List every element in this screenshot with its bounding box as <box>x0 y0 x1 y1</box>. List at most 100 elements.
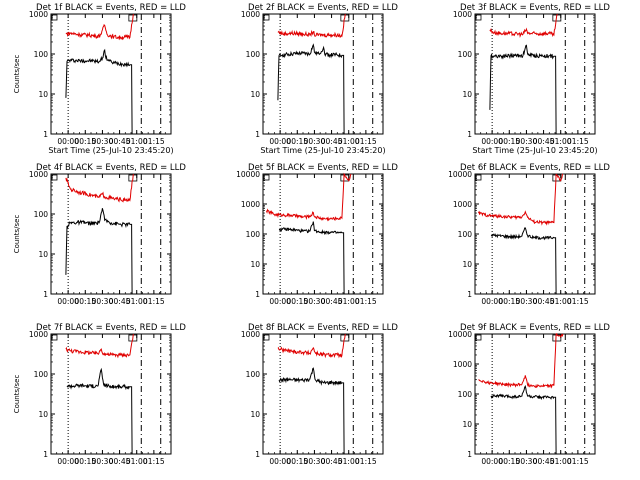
x-tick-label: 00:45 <box>109 297 131 306</box>
y-tick-label: 10 <box>38 250 48 259</box>
x-tick-label: 01:15 <box>567 457 589 466</box>
x-tick-label: 00:45 <box>533 137 555 146</box>
y-tick-label: 1 <box>255 130 260 139</box>
x-tick-label: 00:00 <box>57 137 79 146</box>
plot-panel-1: Det 1f BLACK = Events, RED = LLD 1 10 100 10… <box>13 3 186 155</box>
y-tick-label: 10 <box>250 410 260 419</box>
y-tick-label: 1 <box>43 450 48 459</box>
series-events-line <box>65 48 133 135</box>
corner-marker <box>475 14 482 21</box>
corner-marker <box>475 174 482 181</box>
series-lld-line <box>65 333 134 359</box>
plot-panel-2: Det 2f BLACK = Events, RED = LLD 1 10 100 10… <box>241 3 399 155</box>
y-tick-label: 1000 <box>29 170 48 179</box>
y-tick-label: 1000 <box>241 10 260 19</box>
x-tick-label: 00:15 <box>498 297 520 306</box>
plot-title: Det 8f BLACK = Events, RED = LLD <box>248 323 398 333</box>
x-tick-label: 01:15 <box>143 457 165 466</box>
x-tick-label: 00:15 <box>74 297 96 306</box>
corner-marker <box>263 174 270 181</box>
plot-title: Det 6f BLACK = Events, RED = LLD <box>460 163 610 173</box>
plot-panel-4: Det 4f BLACK = Events, RED = LLD 1 10 100 10… <box>13 163 186 306</box>
x-tick-label: 00:00 <box>269 457 291 466</box>
series-lld-line <box>478 333 564 389</box>
y-tick-label: 10000 <box>448 330 472 339</box>
x-tick-label: 01:00 <box>338 137 360 146</box>
y-tick-label: 100 <box>458 230 473 239</box>
corner-marker <box>263 14 270 21</box>
x-axis-label: Start Time (25-Jul-10 23:45:20) <box>48 146 173 155</box>
x-tick-label: 00:15 <box>286 137 308 146</box>
y-tick-label: 10 <box>462 260 472 269</box>
x-tick-label: 00:15 <box>286 297 308 306</box>
y-tick-label: 1 <box>255 290 260 299</box>
y-tick-label: 100 <box>246 50 261 59</box>
corner-marker <box>263 334 270 341</box>
x-tick-label: 00:00 <box>57 297 79 306</box>
y-tick-label: 100 <box>458 50 473 59</box>
x-tick-label: 01:00 <box>338 297 360 306</box>
y-tick-label: 100 <box>34 50 49 59</box>
y-tick-label: 1000 <box>241 330 260 339</box>
x-tick-label: 01:15 <box>355 457 377 466</box>
series-events-line <box>278 367 345 455</box>
y-tick-label: 10000 <box>448 170 472 179</box>
x-tick-label: 00:15 <box>498 137 520 146</box>
x-tick-label: 00:45 <box>533 457 555 466</box>
y-tick-label: 1000 <box>29 10 48 19</box>
series-lld-line <box>65 173 134 203</box>
plot-frame <box>50 173 172 295</box>
plot-frame <box>50 13 172 135</box>
x-tick-label: 01:00 <box>550 457 572 466</box>
y-axis-label: Counts/sec <box>13 55 21 94</box>
plot-frame <box>474 333 596 455</box>
y-tick-label: 1 <box>255 450 260 459</box>
plot-panel-7: Det 7f BLACK = Events, RED = LLD 1 10 100 10… <box>13 323 186 466</box>
y-tick-label: 10 <box>250 90 260 99</box>
series-events-line <box>490 385 557 455</box>
series-lld-line <box>277 333 346 359</box>
plot-title: Det 7f BLACK = Events, RED = LLD <box>36 323 186 333</box>
series-lld-line <box>489 13 558 39</box>
plot-frame <box>262 13 384 135</box>
x-tick-label: 00:15 <box>74 457 96 466</box>
plot-panel-3: Det 3f BLACK = Events, RED = LLD 1 10 100 10… <box>453 3 611 155</box>
y-axis-label: Counts/sec <box>13 375 21 414</box>
x-tick-label: 00:30 <box>92 457 114 466</box>
y-tick-label: 1 <box>467 290 472 299</box>
x-tick-label: 00:30 <box>516 457 538 466</box>
y-tick-label: 100 <box>246 370 261 379</box>
plot-panel-8: Det 8f BLACK = Events, RED = LLD 1 10 100 10… <box>241 323 399 466</box>
x-tick-label: 01:15 <box>355 137 377 146</box>
x-tick-label: 01:15 <box>567 297 589 306</box>
x-tick-label: 00:30 <box>516 297 538 306</box>
y-tick-label: 10 <box>250 260 260 269</box>
x-tick-label: 00:45 <box>321 137 343 146</box>
plot-title: Det 5f BLACK = Events, RED = LLD <box>248 163 398 173</box>
plot-panel-9: Det 9f BLACK = Events, RED = LLD 1 10 100 10… <box>448 323 610 466</box>
x-tick-label: 00:30 <box>304 297 326 306</box>
y-tick-label: 1000 <box>453 200 472 209</box>
y-tick-label: 1 <box>43 130 48 139</box>
plot-frame <box>50 333 172 455</box>
y-tick-label: 1 <box>43 290 48 299</box>
plot-frame <box>262 173 384 295</box>
x-tick-label: 00:00 <box>269 137 291 146</box>
corner-marker <box>475 334 482 341</box>
y-tick-label: 1000 <box>241 200 260 209</box>
y-tick-label: 10000 <box>236 170 260 179</box>
x-axis-label: Start Time (25-Jul-10 23:45:20) <box>472 146 597 155</box>
y-tick-label: 10 <box>462 90 472 99</box>
x-tick-label: 00:15 <box>498 457 520 466</box>
x-tick-label: 00:00 <box>269 297 291 306</box>
plot-title: Det 9f BLACK = Events, RED = LLD <box>460 323 610 333</box>
corner-marker <box>51 174 58 181</box>
y-tick-label: 100 <box>246 230 261 239</box>
y-tick-label: 1000 <box>29 330 48 339</box>
y-tick-label: 100 <box>34 370 49 379</box>
x-tick-label: 00:30 <box>92 297 114 306</box>
series-lld-line <box>277 13 346 39</box>
corner-marker <box>51 334 58 341</box>
x-tick-label: 01:15 <box>143 297 165 306</box>
